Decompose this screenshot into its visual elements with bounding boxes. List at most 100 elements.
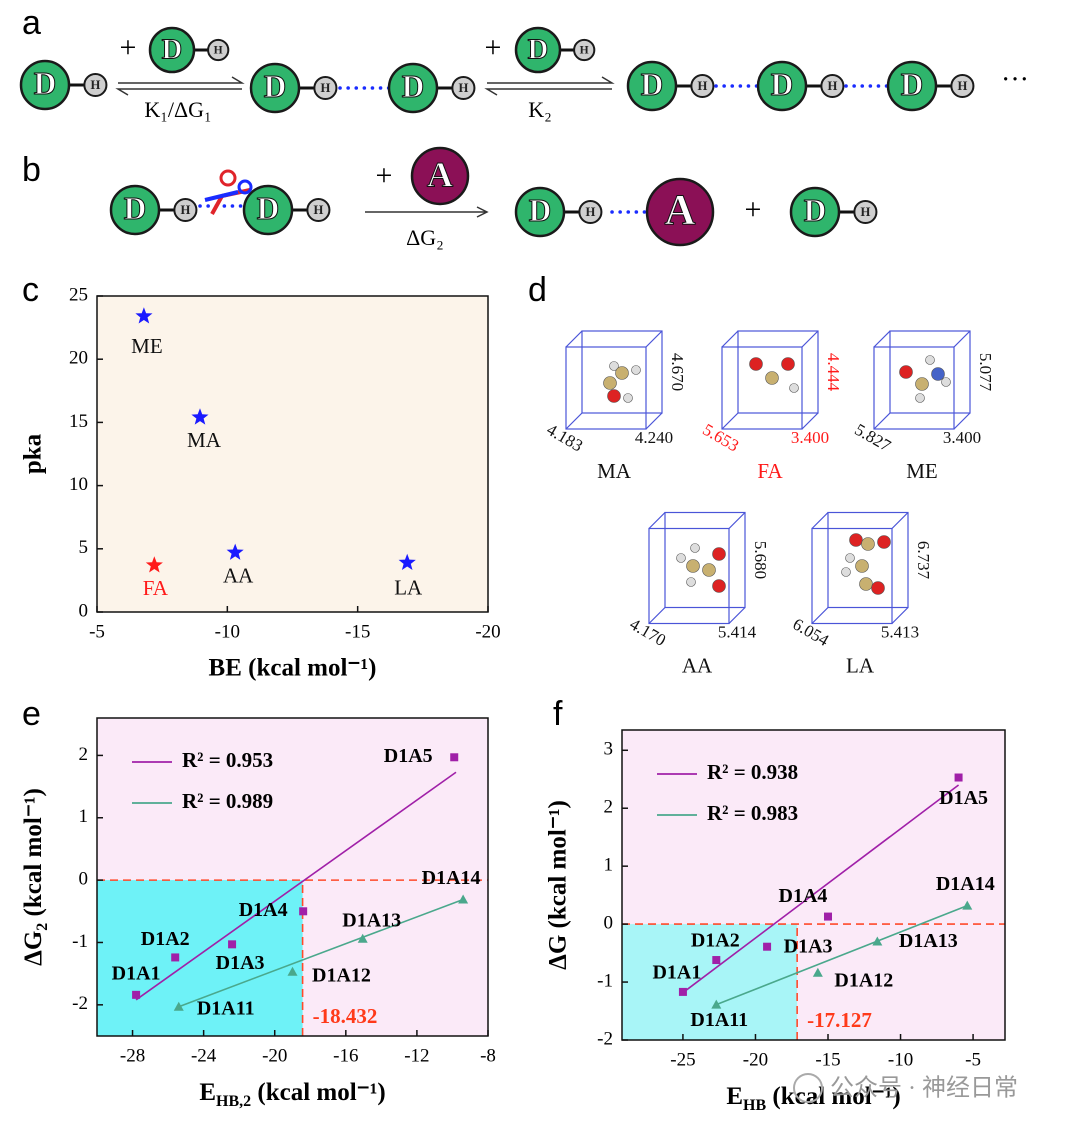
donor-circle xyxy=(626,60,678,112)
box-width: 5.414 xyxy=(718,622,757,641)
donor-circle xyxy=(109,184,161,236)
axis-title-part: HB xyxy=(743,1097,766,1114)
scissors xyxy=(237,179,253,195)
y-tick-label: 25 xyxy=(69,284,88,305)
box-face xyxy=(648,527,730,625)
plot-frame xyxy=(621,729,1006,1041)
point-label: D1A2 xyxy=(691,930,740,952)
axis-title: ΔG (kcal mol⁻¹) xyxy=(545,800,572,970)
box-edge xyxy=(891,607,909,624)
legend-label: R² = 0.983 xyxy=(707,801,798,825)
y-tick-label: 0 xyxy=(79,868,89,889)
fit-line xyxy=(679,784,960,996)
hydrogen-circle xyxy=(690,73,715,99)
hydrogen-letter: H xyxy=(90,78,100,92)
axis-title-part: E xyxy=(199,1079,216,1106)
molecule-name: AA xyxy=(682,653,713,677)
donor-circle xyxy=(387,62,439,114)
donor-letter: D xyxy=(124,191,147,226)
donor-letter: D xyxy=(529,193,552,228)
y-tick-label: 2 xyxy=(79,744,89,765)
x-tick-label: -5 xyxy=(89,621,105,642)
box-edge xyxy=(721,330,739,348)
panel-label: b xyxy=(22,151,41,189)
donor-letter: D xyxy=(402,69,425,104)
atom xyxy=(686,559,700,573)
box-edge xyxy=(645,412,663,430)
x-tick-label: -8 xyxy=(480,1045,496,1066)
y-tick-label: 0 xyxy=(79,600,89,621)
x-tick-label: -15 xyxy=(345,621,370,642)
box-face xyxy=(889,330,971,414)
x-tick-label: -15 xyxy=(815,1049,840,1070)
square-point xyxy=(678,987,687,996)
atom xyxy=(841,567,851,577)
point-label: D1A12 xyxy=(312,964,371,986)
atom xyxy=(845,553,855,563)
atom xyxy=(676,553,686,563)
scissors xyxy=(219,169,237,187)
hydrogen-circle xyxy=(207,38,230,62)
rate-label: K₁/ΔG₁ xyxy=(144,97,211,122)
box-edge xyxy=(873,330,891,348)
equilibrium-arrow xyxy=(487,76,615,84)
hydrogen-letter: H xyxy=(580,44,589,57)
atom xyxy=(931,367,945,381)
box-depth: 4.170 xyxy=(626,614,669,650)
donor-letter: D xyxy=(771,67,794,102)
plus-sign: + xyxy=(485,31,502,64)
donor-circle xyxy=(148,26,196,74)
threshold-label: -17.127 xyxy=(807,1008,872,1032)
box-width: 5.413 xyxy=(881,622,919,641)
atom xyxy=(690,543,700,553)
donor-circle xyxy=(789,186,841,238)
atom xyxy=(861,537,875,551)
triangle-point xyxy=(458,894,469,904)
star-point xyxy=(226,543,244,560)
y-tick-label: -2 xyxy=(72,993,88,1014)
panel-label: d xyxy=(528,271,547,309)
triangle-point xyxy=(287,966,298,976)
molecule-name: MA xyxy=(597,459,632,483)
x-tick-label: -16 xyxy=(333,1045,358,1066)
box-height: 5.077 xyxy=(976,353,995,392)
atom xyxy=(615,366,629,380)
axis-title-part: E xyxy=(726,1083,743,1110)
donor-letter: D xyxy=(34,66,57,101)
acceptor-circle xyxy=(410,146,470,206)
y-tick-label: -1 xyxy=(72,931,88,952)
hydrogen-circle xyxy=(820,73,845,99)
y-tick-label: 2 xyxy=(604,797,614,818)
x-tick-label: -5 xyxy=(965,1049,981,1070)
atom xyxy=(941,377,951,387)
donor-letter: D xyxy=(901,67,924,102)
box-edge xyxy=(565,330,583,348)
atom xyxy=(686,577,696,587)
y-tick-label: 1 xyxy=(604,855,614,876)
atom xyxy=(749,357,763,371)
box-edge xyxy=(728,607,746,624)
point-label: LA xyxy=(394,576,423,600)
box-height: 5.680 xyxy=(751,541,770,579)
fit-line xyxy=(716,904,968,1006)
plus-sign: + xyxy=(376,159,393,192)
star-point xyxy=(398,553,416,570)
molecule-name: FA xyxy=(757,459,783,483)
atom xyxy=(877,535,891,549)
watermark-icon xyxy=(793,1073,823,1103)
atom xyxy=(623,393,633,403)
box-height: 4.444 xyxy=(824,353,843,392)
x-tick-label: -28 xyxy=(120,1045,145,1066)
axis-title-part: (kcal mol⁻¹) xyxy=(251,1079,386,1106)
donor-circle xyxy=(19,59,71,111)
y-tick-label: 3 xyxy=(604,739,614,760)
box-face xyxy=(811,527,893,625)
point-label: MA xyxy=(187,428,222,452)
box-edge xyxy=(801,412,819,430)
legend-label: R² = 0.953 xyxy=(182,748,273,772)
atom xyxy=(781,357,795,371)
box-edge xyxy=(648,607,666,624)
point-label: D1A13 xyxy=(342,909,401,931)
hydrogen-letter: H xyxy=(957,79,967,93)
